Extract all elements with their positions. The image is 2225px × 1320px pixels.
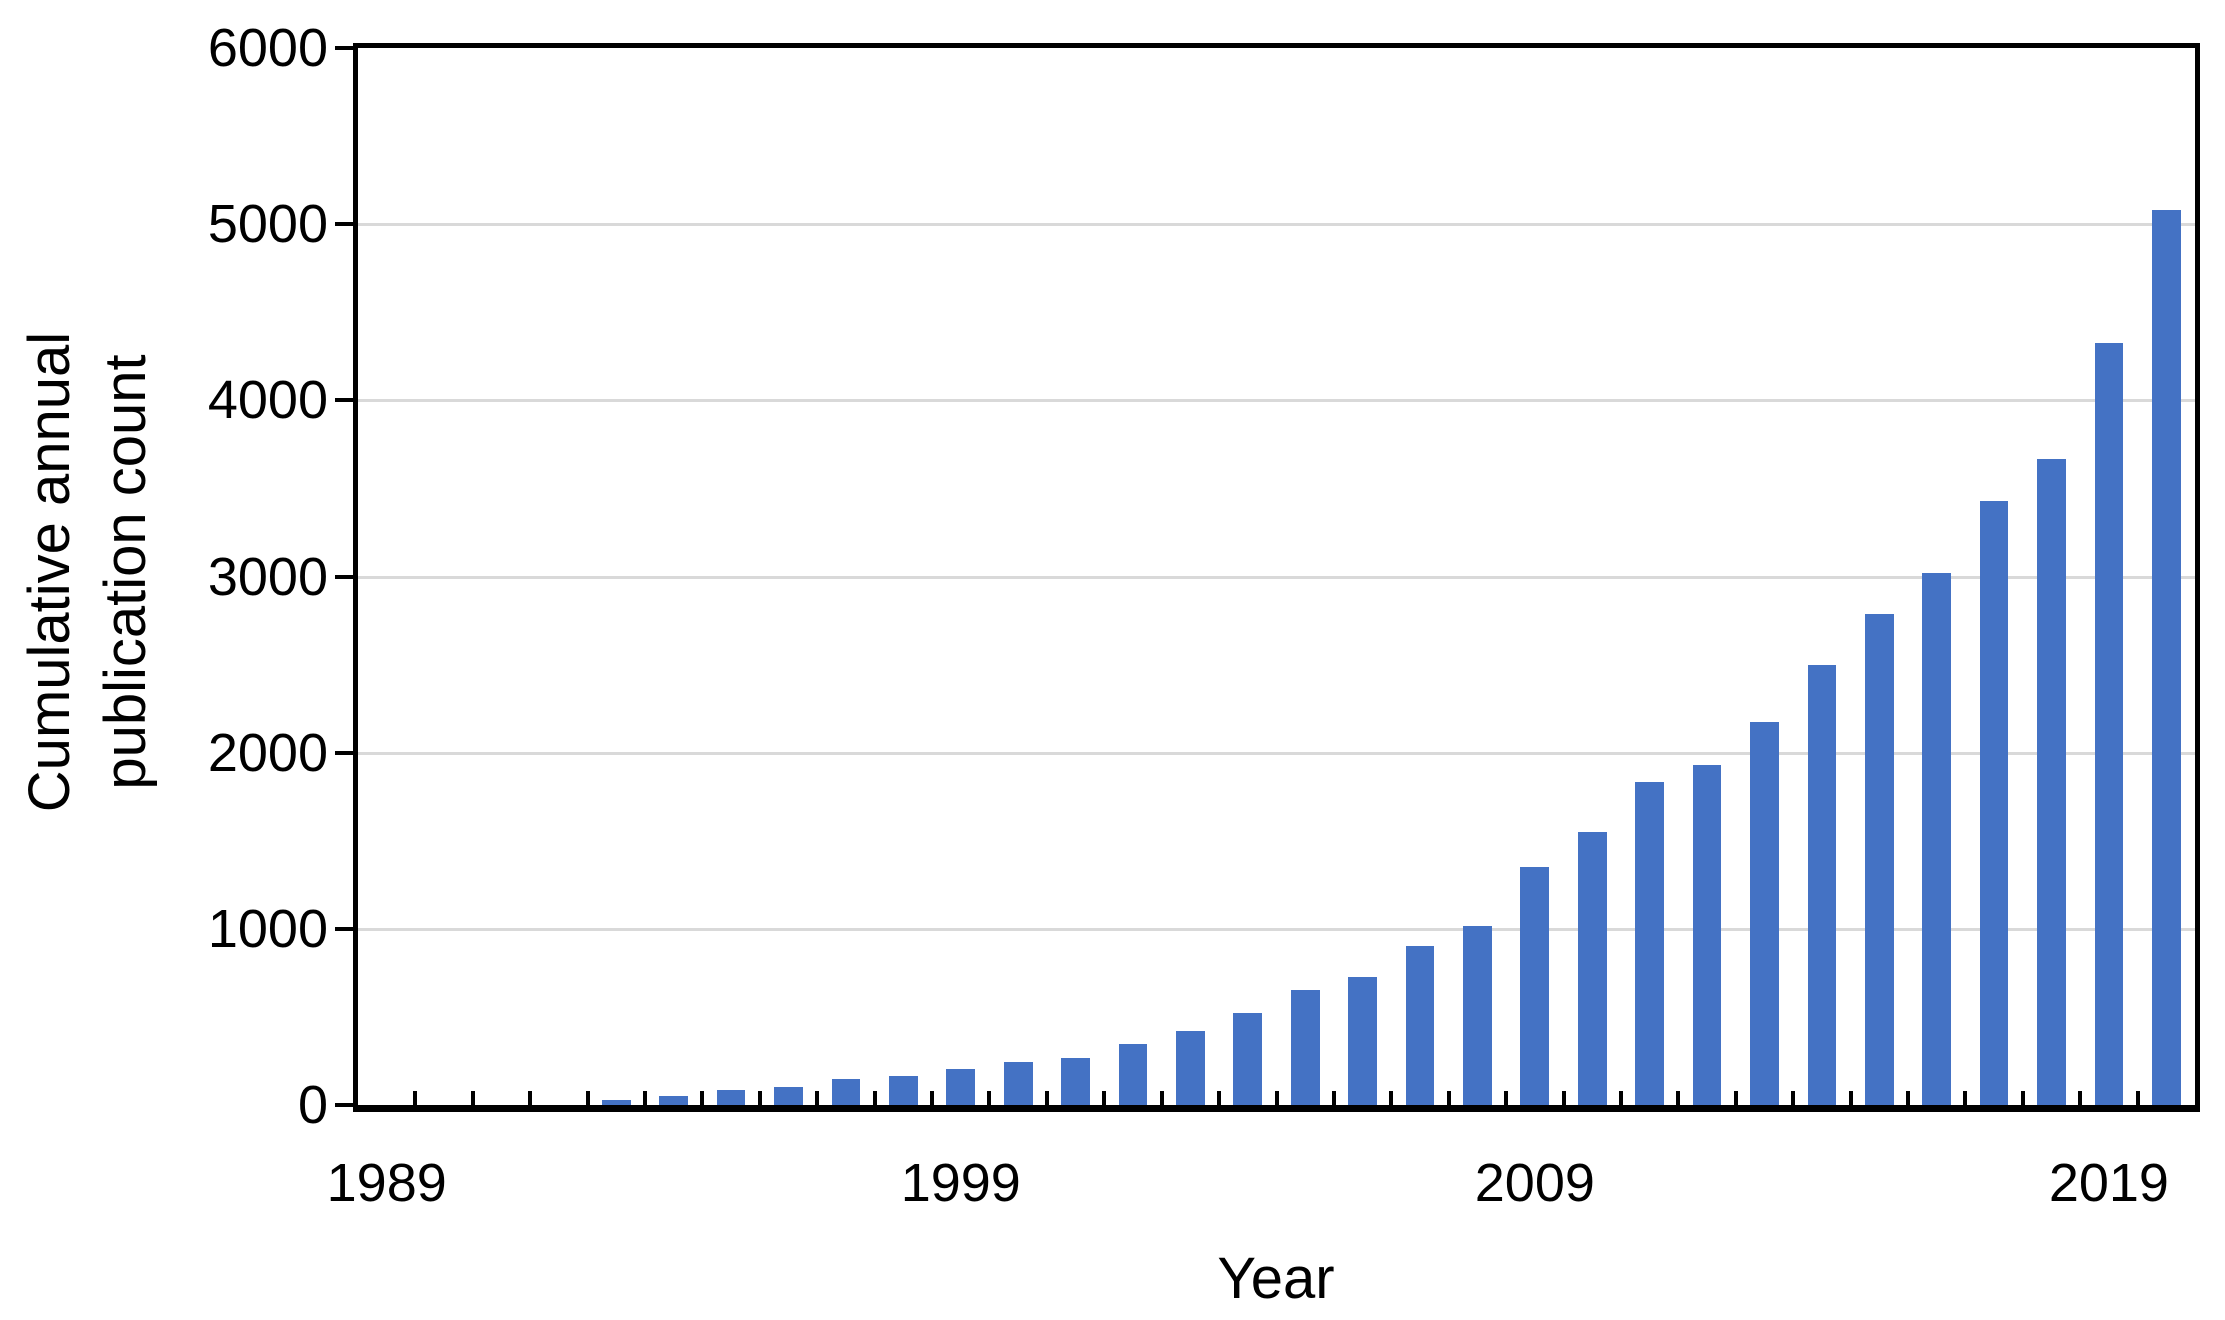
x-axis-tick-mark <box>987 1091 992 1105</box>
x-axis-tick-mark <box>1963 1091 1968 1105</box>
bar-2000 <box>1003 1062 1033 1105</box>
bar-2018 <box>2037 459 2066 1105</box>
y-axis-tick-mark <box>335 574 353 579</box>
y-axis-tick-mark <box>335 46 353 50</box>
x-axis-tick-mark <box>1274 1091 1279 1105</box>
y-axis-tick-mark <box>335 1103 353 1107</box>
bar-1995 <box>716 1090 746 1105</box>
gridline-3000 <box>358 575 2195 579</box>
bar-2020 <box>2151 210 2181 1105</box>
bar-2002 <box>1118 1044 1148 1105</box>
x-axis-tick-mark <box>700 1091 705 1105</box>
x-axis-tick-mark <box>1159 1091 1164 1105</box>
y-axis-tick-label-1000: 1000 <box>207 898 328 959</box>
y-axis-tick-label-6000: 6000 <box>207 18 328 78</box>
bar-2019 <box>2094 343 2124 1105</box>
bar-2011 <box>1635 782 1664 1105</box>
bar-2001 <box>1061 1058 1090 1105</box>
x-axis-tick-mark <box>1389 1091 1394 1105</box>
gridline-2000 <box>358 751 2195 755</box>
x-axis-tick-mark <box>1618 1091 1623 1105</box>
bar-1998 <box>889 1076 918 1105</box>
x-axis-tick-mark <box>643 1091 648 1105</box>
bar-2003 <box>1176 1031 1205 1105</box>
x-axis-tick-mark <box>1044 1091 1049 1105</box>
y-axis-tick-label-3000: 3000 <box>207 546 328 607</box>
plot-area <box>353 43 2200 1112</box>
y-axis-title-line-1: Cumulative annual <box>17 331 82 813</box>
x-axis-title: Year <box>1217 1246 1335 1311</box>
x-axis-tick-mark <box>1331 1091 1336 1105</box>
x-axis-tick-mark <box>1102 1091 1107 1105</box>
bar-2017 <box>1979 501 2009 1105</box>
x-axis-tick-label-2019: 2019 <box>2048 1153 2169 1213</box>
bar-1993 <box>601 1100 631 1105</box>
x-axis-tick-mark <box>1217 1091 1222 1105</box>
x-axis-tick-mark <box>1733 1091 1738 1105</box>
bar-2007 <box>1405 946 1435 1105</box>
bar-2008 <box>1463 926 1492 1105</box>
x-axis-tick-mark <box>413 1091 418 1105</box>
bar-2013 <box>1750 722 1779 1105</box>
x-axis-tick-mark <box>1561 1091 1566 1105</box>
x-axis-tick-mark <box>1676 1091 1681 1105</box>
y-axis-tick-mark <box>335 926 353 931</box>
x-axis-tick-mark <box>585 1091 590 1105</box>
bar-1996 <box>774 1087 803 1105</box>
y-axis-tick-mark <box>335 750 353 755</box>
gridline-5000 <box>358 223 2195 227</box>
x-axis-tick-mark <box>2078 1091 2083 1105</box>
y-axis-tick-label-5000: 5000 <box>207 194 328 255</box>
bar-2016 <box>1922 573 1952 1105</box>
x-axis-tick-label-2009: 2009 <box>1474 1153 1595 1213</box>
x-axis-tick-label-1989: 1989 <box>326 1153 447 1213</box>
bar-2004 <box>1233 1013 1263 1105</box>
x-axis-tick-mark <box>815 1091 820 1105</box>
gridline-1000 <box>358 927 2195 931</box>
bar-1997 <box>831 1079 861 1105</box>
bar-2009 <box>1520 867 1550 1105</box>
x-axis-tick-mark <box>930 1091 935 1105</box>
y-axis-tick-label-2000: 2000 <box>207 722 328 783</box>
x-axis-tick-mark <box>1504 1091 1509 1105</box>
x-axis-tick-mark <box>528 1091 533 1105</box>
x-axis-tick-mark <box>757 1091 762 1105</box>
bar-2012 <box>1692 765 1722 1105</box>
y-axis-tick-mark <box>335 222 353 227</box>
bar-2014 <box>1807 665 1837 1105</box>
bar-1994 <box>659 1096 689 1105</box>
gridline-4000 <box>358 399 2195 403</box>
bar-2006 <box>1348 977 1377 1105</box>
x-axis-tick-mark <box>872 1091 877 1105</box>
bar-2005 <box>1290 990 1320 1105</box>
bar-1999 <box>946 1069 976 1105</box>
x-axis-tick-mark <box>1446 1091 1451 1105</box>
x-axis-tick-mark <box>2020 1091 2025 1105</box>
x-axis-tick-label-1999: 1999 <box>900 1153 1021 1213</box>
y-axis-tick-mark <box>335 398 353 403</box>
x-axis-tick-mark <box>1791 1091 1796 1105</box>
x-axis-tick-mark <box>1905 1091 1910 1105</box>
y-axis-tick-label-4000: 4000 <box>207 370 328 431</box>
x-axis-tick-mark <box>470 1091 475 1105</box>
bar-2010 <box>1577 832 1607 1105</box>
x-axis-tick-mark <box>2135 1091 2140 1105</box>
y-axis-tick-label-0: 0 <box>297 1075 328 1135</box>
bar-2015 <box>1864 614 1894 1105</box>
x-axis-tick-mark <box>1848 1091 1853 1105</box>
